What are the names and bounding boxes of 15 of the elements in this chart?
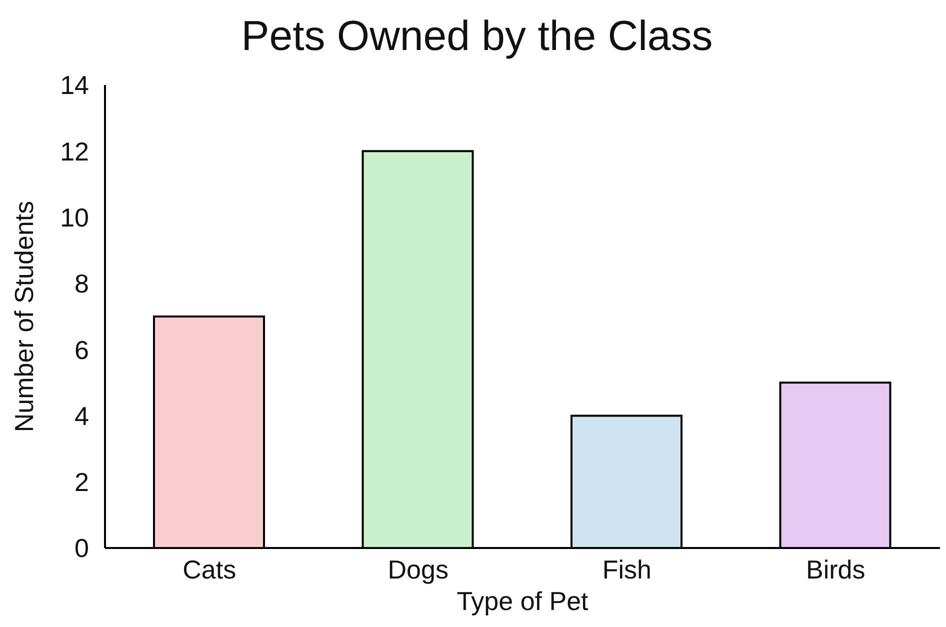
y-tick-label: 6 (74, 334, 89, 365)
chart-title: Pets Owned by the Class (240, 11, 714, 61)
y-tick-label: 8 (74, 268, 89, 299)
y-tick-label: 4 (74, 400, 89, 431)
y-axis-title: Number of Students (9, 200, 40, 432)
x-tick-label: Fish (602, 554, 652, 584)
x-axis-title: Type of Pet (456, 586, 590, 616)
y-tick-label: 14 (60, 70, 89, 100)
y-tick-label: 12 (60, 136, 89, 166)
y-tick-label: 0 (74, 533, 89, 564)
y-tick-label: 2 (74, 467, 89, 498)
y-tick-label: 10 (60, 202, 89, 233)
x-tick-label: Dogs (388, 554, 448, 584)
x-tick-label: Birds (806, 554, 866, 584)
x-tick-label: Cats (182, 554, 236, 584)
